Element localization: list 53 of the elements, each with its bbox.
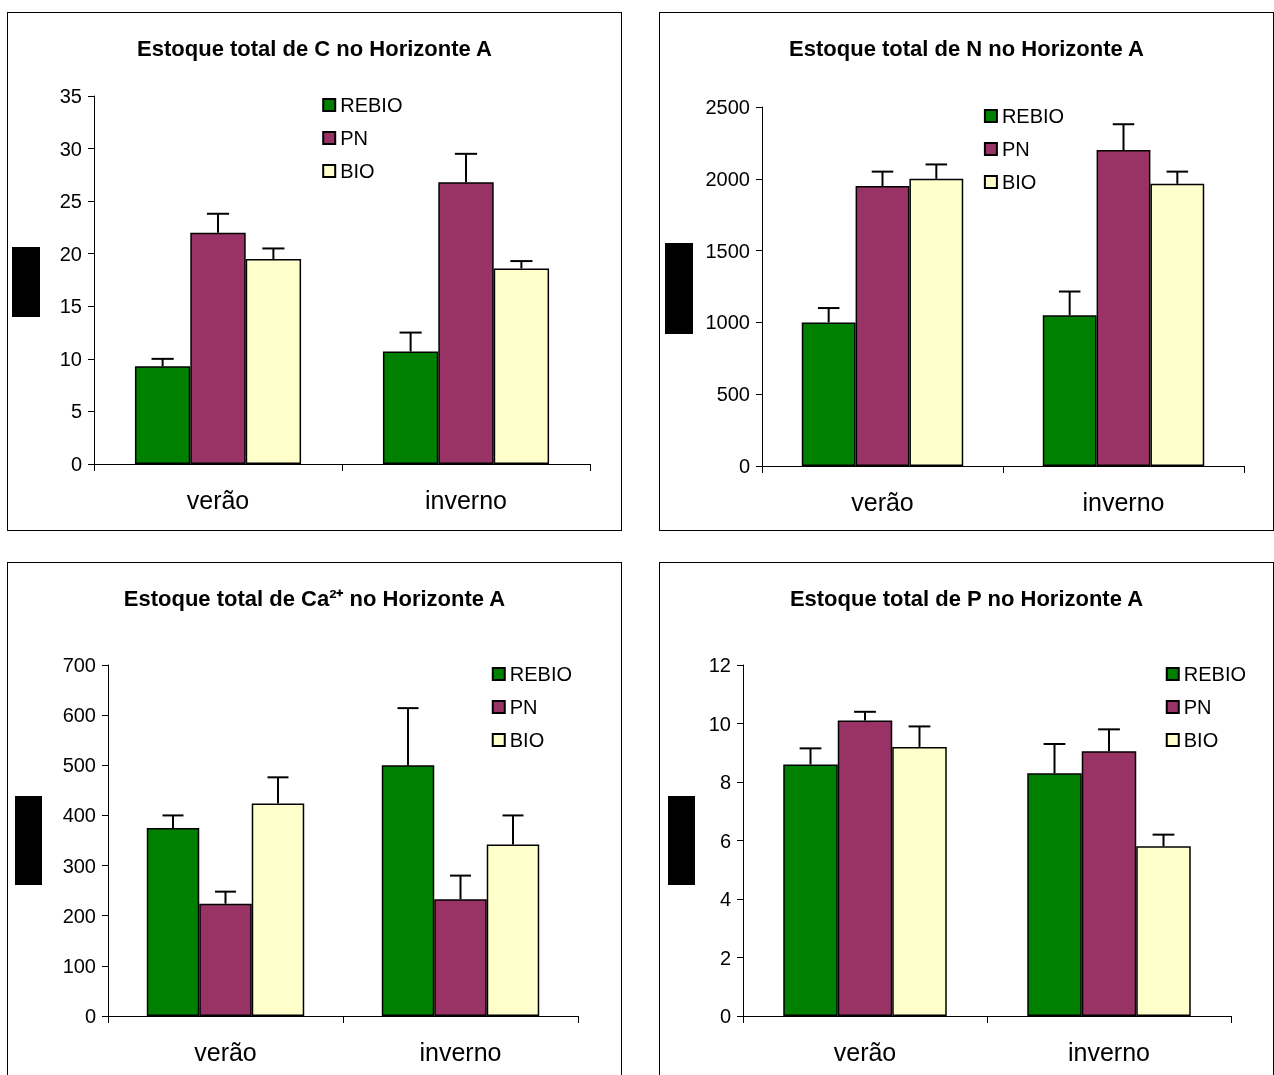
legend-label: REBIO — [340, 94, 403, 116]
y-tick-label: 700 — [62, 654, 96, 676]
y-tick-label: 600 — [62, 704, 96, 727]
y-tick-label: 2000 — [705, 167, 750, 190]
y-tick-label: 20 — [59, 242, 82, 265]
legend-label: REBIO — [1183, 663, 1247, 685]
y-tick-label: 10 — [708, 712, 731, 735]
y-tick-label: 15 — [59, 295, 82, 318]
legend-label: REBIO — [1001, 105, 1065, 127]
y-tick-label: 1500 — [705, 239, 750, 262]
chart-title: Estoque total de P no Horizonte A — [789, 585, 1144, 611]
y-tick-label: 0 — [738, 455, 750, 477]
legend-label: PN — [1001, 138, 1030, 160]
y-tick-label: 0 — [84, 1005, 96, 1027]
chart-title: Estoque total de Ca²⁺ no Horizonte A — [123, 585, 506, 611]
legend-label: BIO — [509, 729, 545, 751]
y-tick-label: 2 — [719, 946, 731, 969]
x-tick-label: verão — [194, 1037, 257, 1066]
y-tick-label: 2500 — [705, 96, 750, 118]
legend-label: PN — [1183, 696, 1212, 718]
y-tick-label: 400 — [62, 804, 96, 827]
legend-label: PN — [509, 696, 538, 718]
y-tick-label: 25 — [59, 190, 82, 213]
y-tick-label: 1000 — [705, 311, 750, 334]
legend-label: REBIO — [509, 663, 573, 685]
y-tick-label: 6 — [719, 829, 731, 852]
y-tick-label: 12 — [708, 654, 731, 676]
y-tick-label: 100 — [62, 954, 96, 977]
legend-label: BIO — [340, 160, 375, 182]
x-tick-label: verão — [833, 1037, 897, 1066]
x-tick-label: inverno — [425, 485, 507, 514]
y-tick-label: 200 — [62, 904, 96, 927]
legend-label: BIO — [1001, 171, 1037, 193]
chart-title: Estoque total de C no Horizonte A — [137, 35, 493, 61]
x-tick-label: inverno — [419, 1037, 502, 1066]
y-tick-label: 5 — [70, 400, 82, 423]
y-tick-label: 500 — [62, 754, 96, 777]
x-tick-label: verão — [851, 487, 914, 516]
x-tick-label: verão — [186, 485, 250, 514]
y-tick-label: 500 — [716, 383, 750, 406]
y-tick-label: 10 — [59, 347, 82, 370]
legend-label: PN — [340, 127, 368, 149]
y-tick-label: 30 — [59, 137, 82, 160]
x-tick-label: inverno — [1068, 1037, 1150, 1066]
legend-label: BIO — [1183, 729, 1219, 751]
x-tick-label: inverno — [1082, 487, 1165, 516]
y-tick-label: 300 — [62, 854, 96, 877]
y-tick-label: 35 — [59, 85, 82, 107]
y-tick-label: 4 — [719, 888, 731, 910]
chart-title: Estoque total de N no Horizonte A — [789, 35, 1145, 61]
y-tick-label: 8 — [719, 771, 731, 793]
y-tick-label: 0 — [70, 453, 82, 475]
y-tick-label: 0 — [719, 1005, 731, 1027]
